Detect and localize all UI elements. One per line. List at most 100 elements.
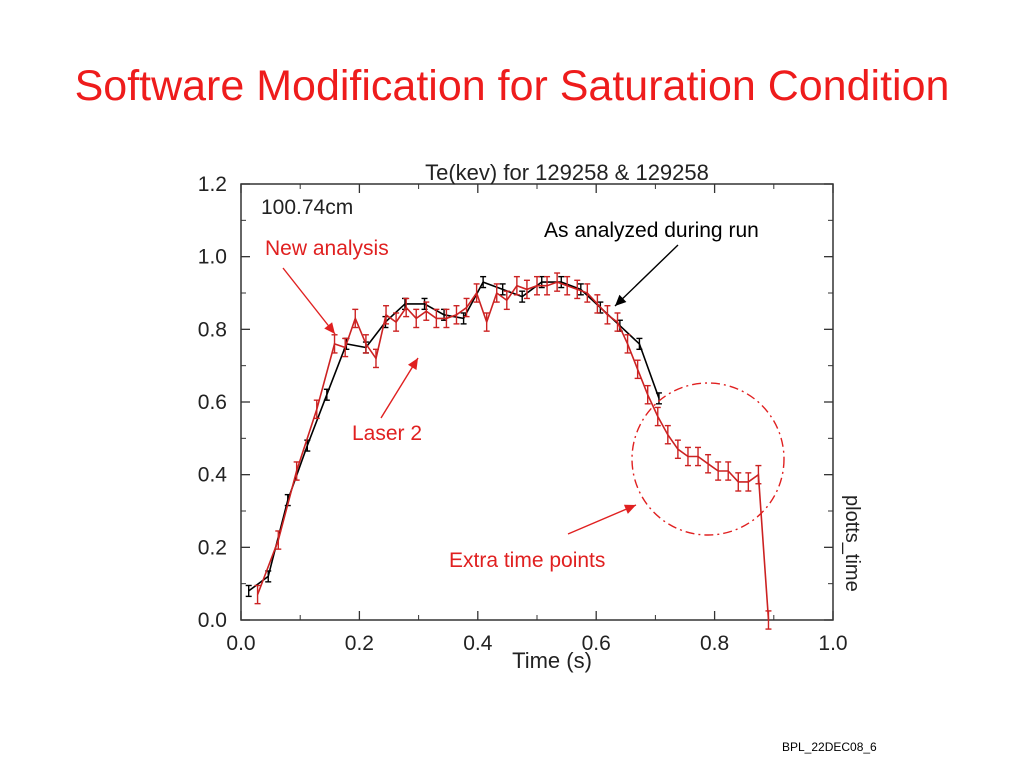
data-point-1 xyxy=(403,297,410,318)
slide-footer: BPL_22DEC08_6 xyxy=(782,740,877,754)
data-point-1 xyxy=(352,308,359,329)
y-tick-label: 1.0 xyxy=(198,246,227,269)
data-point-1 xyxy=(453,305,460,325)
arrow-shaft xyxy=(614,244,679,307)
arrow-shaft xyxy=(380,357,419,419)
y-tick-label: 0.2 xyxy=(198,536,227,559)
data-point-1 xyxy=(584,283,591,303)
arrow-head xyxy=(615,294,627,306)
arrow-run xyxy=(614,244,679,307)
arrow-head xyxy=(407,358,418,370)
arrow-head xyxy=(324,322,335,334)
annotation-new-analysis: New analysis xyxy=(265,237,389,260)
series-line-0 xyxy=(248,281,660,592)
y-tick-label: 0.6 xyxy=(198,391,227,414)
data-point-1 xyxy=(313,399,320,420)
inset-label: 100.74cm xyxy=(261,196,353,219)
data-point-1 xyxy=(254,584,261,605)
data-point-1 xyxy=(634,359,641,380)
chart-series xyxy=(245,272,772,630)
x-tick-label: 0.8 xyxy=(700,632,729,655)
data-point-0 xyxy=(636,337,643,351)
data-point-1 xyxy=(554,272,561,292)
data-point-1 xyxy=(393,312,400,332)
y-tick-label: 0.0 xyxy=(198,609,227,632)
data-point-0 xyxy=(558,275,565,289)
data-point-1 xyxy=(614,312,621,332)
data-point-1 xyxy=(644,384,651,405)
data-point-0 xyxy=(245,584,252,598)
data-point-0 xyxy=(460,312,467,325)
arrow-extra-points xyxy=(567,504,637,535)
data-point-1 xyxy=(513,275,520,296)
data-point-1 xyxy=(705,453,712,474)
data-point-1 xyxy=(372,348,379,369)
arrow-new-analysis xyxy=(282,267,336,335)
data-point-1 xyxy=(443,308,450,329)
x-tick-label: 0.2 xyxy=(345,632,374,655)
chart-axes: 0.0 0.2 0.4 0.6 0.8 1.0 0.0 0.2 0.4 0.6 0.8 1.0 1.2 T… xyxy=(198,160,863,673)
annotation-laser2: Laser 2 xyxy=(352,422,422,445)
data-point-1 xyxy=(275,530,282,550)
right-axis-label: plotts_time xyxy=(841,495,863,592)
data-point-0 xyxy=(519,290,526,303)
x-tick-label: 1.0 xyxy=(818,632,847,655)
data-point-1 xyxy=(715,461,722,481)
data-point-1 xyxy=(534,275,540,296)
y-tick-label: 0.8 xyxy=(198,318,227,341)
highlight-circle xyxy=(631,382,785,536)
data-point-1 xyxy=(473,283,480,303)
x-tick-label: 0.4 xyxy=(463,632,493,655)
data-point-0 xyxy=(480,275,487,289)
data-point-1 xyxy=(423,301,430,321)
x-tick-label: 0.0 xyxy=(226,632,255,655)
data-point-1 xyxy=(493,283,500,303)
series-line-1 xyxy=(256,281,770,621)
slide-title: Software Modification for Saturation Con… xyxy=(74,62,950,110)
data-point-1 xyxy=(342,337,349,358)
data-point-1 xyxy=(544,275,551,296)
data-point-1 xyxy=(624,334,631,354)
arrow-shaft xyxy=(567,504,637,535)
data-point-1 xyxy=(735,472,742,492)
chart-annotations: As analyzed during run New analysis Laser … xyxy=(265,219,785,572)
data-point-1 xyxy=(331,334,338,354)
data-point-1 xyxy=(564,275,571,296)
data-point-0 xyxy=(655,392,662,405)
data-point-0 xyxy=(577,283,584,296)
data-point-1 xyxy=(413,308,420,329)
data-point-1 xyxy=(383,305,390,325)
data-point-1 xyxy=(362,334,369,354)
data-point-1 xyxy=(674,439,681,460)
data-point-1 xyxy=(725,461,732,481)
data-point-1 xyxy=(745,472,752,492)
x-tick-label: 0.6 xyxy=(582,632,611,655)
x-axis-label: Time (s) xyxy=(512,648,592,673)
data-point-1 xyxy=(523,279,530,300)
data-point-1 xyxy=(574,279,581,300)
y-tick-label: 0.4 xyxy=(198,464,228,487)
data-point-0 xyxy=(499,283,506,296)
data-point-1 xyxy=(433,308,440,329)
data-point-1 xyxy=(695,446,702,467)
data-point-1 xyxy=(654,406,661,427)
data-point-1 xyxy=(503,290,510,311)
data-point-1 xyxy=(684,446,691,467)
data-point-0 xyxy=(323,388,330,401)
chart-title: Te(kev) for 129258 & 129258 xyxy=(425,160,709,185)
data-point-1 xyxy=(293,461,300,481)
y-tick-label: 1.2 xyxy=(198,173,227,196)
arrow-laser2 xyxy=(380,357,419,419)
arrow-head xyxy=(623,504,636,514)
data-point-1 xyxy=(765,610,772,630)
data-point-1 xyxy=(604,305,611,325)
annotation-extra-points: Extra time points xyxy=(449,549,605,572)
data-point-1 xyxy=(483,312,490,332)
data-point-1 xyxy=(594,294,601,314)
arrow-shaft xyxy=(282,267,336,335)
data-point-1 xyxy=(664,424,671,445)
data-point-1 xyxy=(463,297,470,318)
data-point-1 xyxy=(755,464,762,485)
annotation-run: As analyzed during run xyxy=(544,219,759,242)
